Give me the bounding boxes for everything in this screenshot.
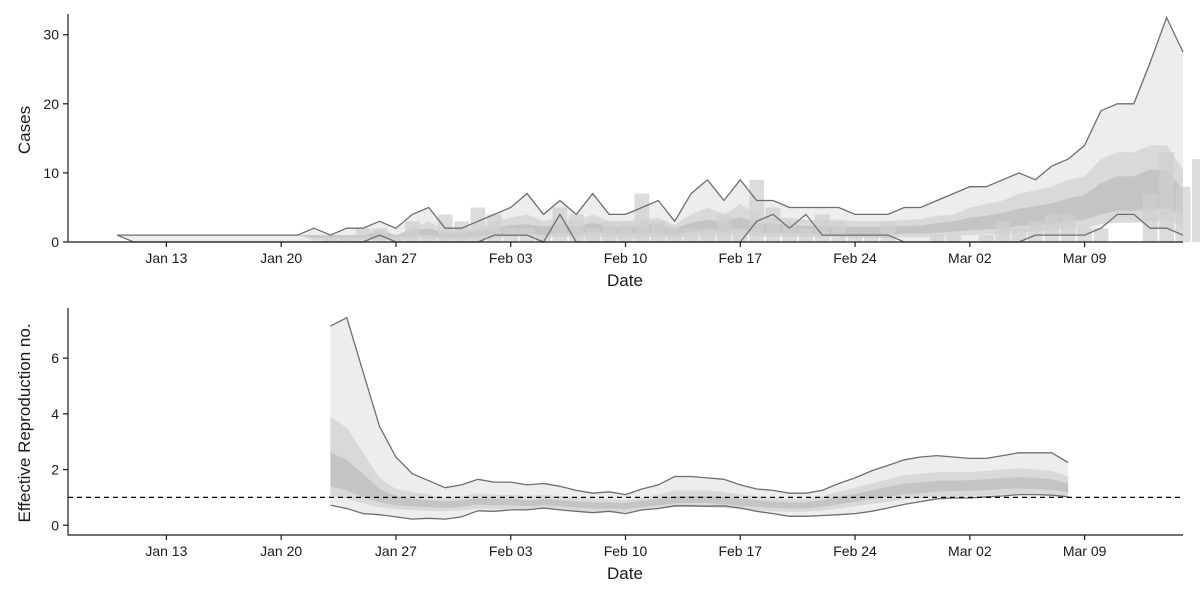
case-bar [650, 221, 666, 242]
x-tick-label: Feb 17 [718, 250, 762, 266]
case-bar [634, 193, 650, 242]
inner-interval-band [330, 452, 1069, 510]
y-tick-label: 0 [51, 517, 59, 533]
case-bar [864, 235, 879, 242]
case-bar [749, 179, 765, 242]
case-bar [978, 235, 994, 242]
x-tick-label: Jan 20 [260, 543, 302, 559]
case-bar [552, 207, 568, 242]
x-tick-label: Feb 03 [489, 250, 533, 266]
case-bar [782, 221, 797, 242]
x-tick-label: Feb 24 [833, 250, 877, 266]
case-bar [405, 221, 420, 242]
case-bar [339, 235, 355, 242]
upper-bound-line [117, 15, 1184, 236]
cases-x-axis-title: Date [607, 271, 643, 290]
mid-interval-band [117, 145, 1184, 241]
x-tick-label: Mar 09 [1063, 543, 1107, 559]
case-bar [585, 228, 601, 242]
y-tick-label: 10 [43, 165, 59, 181]
case-bar [536, 235, 551, 242]
y-tick-label: 20 [43, 96, 59, 112]
case-bar [995, 221, 1011, 242]
x-tick-label: Feb 03 [489, 543, 533, 559]
case-bar [831, 221, 847, 242]
x-tick-label: Jan 20 [260, 250, 302, 266]
x-tick-label: Jan 13 [145, 250, 187, 266]
case-bar [323, 235, 338, 242]
x-tick-label: Feb 17 [718, 543, 762, 559]
x-tick-label: Feb 10 [604, 543, 648, 559]
case-bar [1093, 228, 1109, 242]
y-tick-label: 2 [51, 462, 59, 478]
case-bar [1142, 193, 1158, 242]
case-bar [355, 228, 371, 242]
case-bar [568, 214, 584, 242]
y-tick-label: 4 [51, 406, 59, 422]
upper-bound-line [330, 316, 1069, 496]
reproduction-interval-bands [330, 317, 1069, 520]
case-bar [880, 221, 896, 242]
y-tick-label: 6 [51, 350, 59, 366]
case-bar [1159, 152, 1174, 242]
case-bar [618, 221, 633, 242]
reproduction-x-axis-title: Date [607, 564, 643, 583]
case-bar [847, 235, 863, 242]
cases-y-axis-title: Cases [15, 106, 34, 154]
cases-panel: 0 10 20 30 Jan 13 Jan 20 Jan 27 Feb 03 Feb 10 Feb… [15, 14, 1200, 290]
case-bar [421, 235, 437, 242]
case-bar [1011, 228, 1027, 242]
case-bar [1060, 214, 1076, 242]
case-bar [454, 221, 469, 242]
case-bar [929, 235, 945, 242]
y-tick-label: 30 [43, 27, 59, 43]
lower-bound-line [330, 493, 1069, 520]
case-bar [716, 214, 732, 242]
case-bar [765, 207, 781, 242]
reproduction-bound-lines [330, 316, 1069, 520]
case-bar [946, 235, 961, 242]
reproduction-panel: 0 2 4 6 Jan 13 Jan 20 Jan 27 Feb 03 Feb 10 Feb 17… [15, 308, 1183, 583]
case-bar [732, 228, 748, 242]
x-tick-label: Jan 13 [145, 543, 187, 559]
x-tick-label: Jan 27 [375, 543, 417, 559]
case-bar [798, 228, 814, 242]
x-tick-label: Mar 02 [948, 250, 992, 266]
outer-interval-band [330, 317, 1069, 520]
case-bar [667, 228, 683, 242]
reproduction-y-axis-title: Effective Reproduction no. [15, 323, 34, 522]
reproduction-axes: 0 2 4 6 Jan 13 Jan 20 Jan 27 Feb 03 Feb 10 Feb 17… [51, 308, 1183, 559]
case-bar [700, 228, 715, 242]
case-bar [470, 207, 486, 242]
case-bar [1028, 221, 1043, 242]
case-bar [1175, 186, 1191, 242]
case-bar [601, 221, 617, 242]
x-tick-label: Mar 02 [948, 543, 992, 559]
x-tick-label: Jan 27 [375, 250, 417, 266]
case-bar [1044, 214, 1060, 242]
case-bar [388, 235, 404, 242]
x-tick-label: Feb 24 [833, 543, 877, 559]
x-tick-label: Feb 10 [604, 250, 648, 266]
x-tick-label: Mar 09 [1063, 250, 1107, 266]
cases-interval-bands [117, 17, 1184, 242]
case-bar [1192, 159, 1200, 242]
cases-axes: 0 10 20 30 Jan 13 Jan 20 Jan 27 Feb 03 Feb 10 Feb… [43, 14, 1183, 266]
y-tick-label: 0 [51, 234, 59, 250]
case-bar [683, 228, 699, 242]
